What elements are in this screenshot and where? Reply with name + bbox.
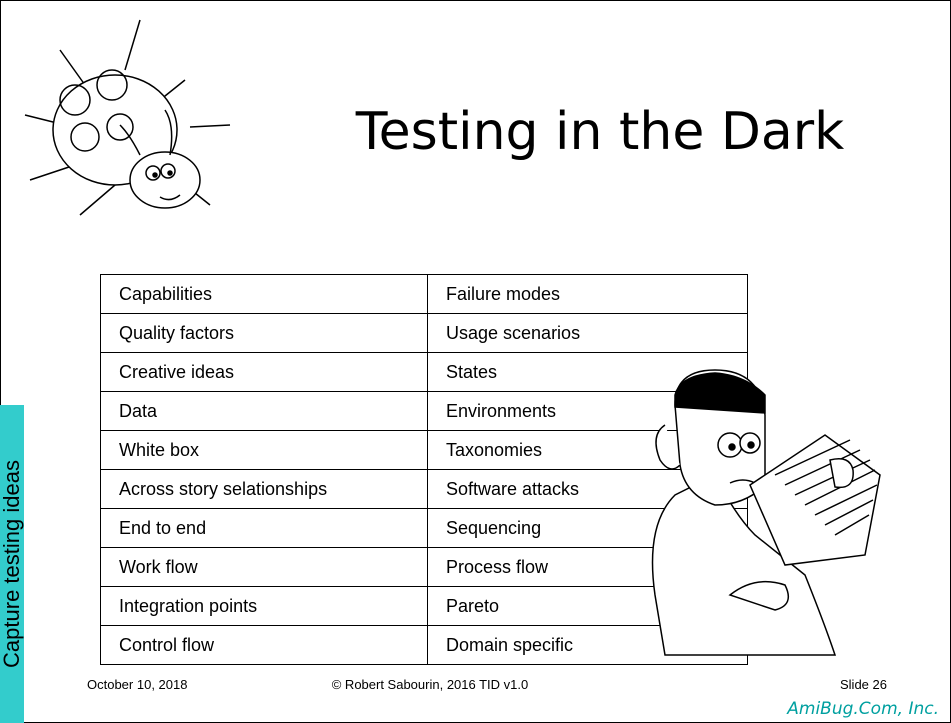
table-cell: White box <box>100 430 428 470</box>
table-cell: Failure modes <box>427 274 748 314</box>
footer-date: October 10, 2018 <box>87 677 188 692</box>
table-cell: Control flow <box>100 625 428 665</box>
table-cell: Creative ideas <box>100 352 428 392</box>
table-row: Capabilities Failure modes <box>100 274 748 314</box>
table-row: Creative ideas States <box>100 352 748 392</box>
footer-slide-number: Slide 26 <box>840 677 887 692</box>
table-cell: Work flow <box>100 547 428 587</box>
man-with-box-illustration <box>651 369 881 656</box>
ladybug-illustration <box>24 19 231 216</box>
table-cell: Capabilities <box>100 274 428 314</box>
table-row: White box Taxonomies <box>100 430 748 470</box>
table-cell: End to end <box>100 508 428 548</box>
table-cell: Quality factors <box>100 313 428 353</box>
footer-copyright: © Robert Sabourin, 2016 TID v1.0 <box>331 677 529 692</box>
ideas-table: Capabilities Failure modes Quality factors… <box>100 274 748 665</box>
table-row: Control flow Domain specific <box>100 625 748 665</box>
table-cell: Usage scenarios <box>427 313 748 353</box>
table-cell: Data <box>100 391 428 431</box>
slide-title: Testing in the Dark <box>355 102 845 162</box>
table-cell: Across story selationships <box>100 469 428 509</box>
table-row: Integration points Pareto <box>100 586 748 626</box>
table-row: Quality factors Usage scenarios <box>100 313 748 353</box>
table-cell: Integration points <box>100 586 428 626</box>
brand: AmiBug.Com, Inc. <box>787 699 939 719</box>
side-label-box: Capture testing ideas <box>0 405 24 723</box>
table-cell: Domain specific <box>427 625 748 665</box>
side-label: Capture testing ideas <box>0 460 24 668</box>
